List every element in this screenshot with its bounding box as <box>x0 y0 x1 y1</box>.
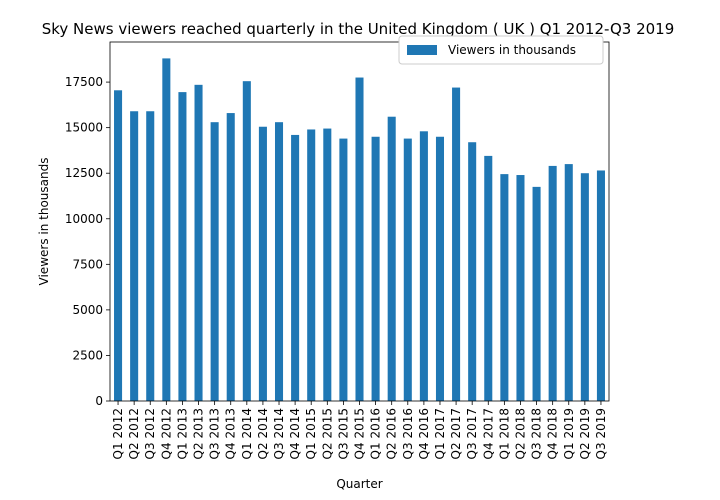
x-tick-label: Q3 2019 <box>594 408 608 459</box>
y-tick-label: 5000 <box>72 303 103 317</box>
bar <box>371 136 380 402</box>
legend: Viewers in thousands <box>398 35 604 65</box>
bar <box>339 138 348 402</box>
bar <box>580 173 589 401</box>
bar <box>403 138 412 402</box>
x-tick-label: Q3 2012 <box>143 408 157 459</box>
bars <box>114 58 605 402</box>
x-tick-label: Q2 2014 <box>256 408 270 459</box>
bar <box>194 84 203 401</box>
bar <box>258 126 267 401</box>
bar <box>452 87 461 401</box>
legend-box <box>398 35 604 65</box>
x-tick-label: Q3 2018 <box>530 408 544 459</box>
x-tick-label: Q1 2014 <box>240 408 254 459</box>
bar <box>307 129 316 401</box>
chart-title: Sky News viewers reached quarterly in th… <box>42 20 675 38</box>
bar <box>130 111 139 402</box>
bar <box>114 90 123 402</box>
x-tick-label: Q1 2015 <box>304 408 318 459</box>
bar <box>323 128 332 401</box>
y-tick-label: 2500 <box>72 348 103 362</box>
bar <box>355 77 364 402</box>
bar <box>226 113 235 401</box>
bar <box>291 134 300 401</box>
x-tick-label: Q3 2017 <box>465 408 479 459</box>
x-tick-label: Q2 2012 <box>127 408 141 459</box>
bar <box>242 81 251 401</box>
x-tick-label: Q4 2015 <box>353 408 367 459</box>
bar <box>596 170 605 401</box>
bar <box>564 164 573 401</box>
x-tick-label: Q4 2012 <box>159 408 173 459</box>
y-tick-label: 7500 <box>72 257 103 271</box>
x-tick-label: Q3 2015 <box>336 408 350 459</box>
x-tick-label: Q1 2016 <box>369 408 383 459</box>
x-tick-label: Q1 2018 <box>497 408 511 459</box>
y-axis-ticks: 0 2500 5000 7500 10000 12500 15000 17500 <box>65 75 110 408</box>
bar <box>387 116 396 402</box>
x-tick-label: Q1 2019 <box>562 408 576 459</box>
y-tick-label: 17500 <box>65 75 103 89</box>
bar <box>210 122 219 401</box>
x-tick-label: Q4 2016 <box>417 408 431 459</box>
y-axis-label: Viewers in thousands <box>37 158 51 286</box>
bar <box>500 174 509 401</box>
bar <box>419 131 428 401</box>
y-tick-label: 12500 <box>65 166 103 180</box>
x-tick-label: Q2 2013 <box>192 408 206 459</box>
bar <box>435 136 445 402</box>
bar <box>548 165 557 401</box>
x-tick-label: Q4 2017 <box>481 408 495 459</box>
x-tick-label: Q1 2012 <box>111 408 125 459</box>
x-tick-label: Q2 2017 <box>449 408 463 459</box>
x-tick-label: Q3 2016 <box>401 408 415 459</box>
bar <box>468 142 477 401</box>
bar <box>484 155 493 401</box>
x-tick-label: Q3 2013 <box>208 408 222 459</box>
x-tick-label: Q1 2017 <box>433 408 447 459</box>
x-tick-label: Q2 2015 <box>320 408 334 459</box>
x-tick-label: Q2 2016 <box>385 408 399 459</box>
bar <box>146 111 155 402</box>
bar <box>516 175 525 401</box>
x-tick-label: Q4 2018 <box>546 408 560 459</box>
x-axis-ticks: Q1 2012 Q2 2012 Q3 2012 Q4 2012 Q1 2013 Q2 20… <box>111 401 608 459</box>
x-axis-label: Quarter <box>336 477 382 491</box>
y-tick-label: 10000 <box>65 212 103 226</box>
x-tick-label: Q4 2013 <box>224 408 238 459</box>
legend-label: Viewers in thousands <box>448 43 576 57</box>
x-tick-label: Q1 2013 <box>175 408 189 459</box>
bar <box>532 186 541 401</box>
bar <box>274 122 284 401</box>
x-tick-label: Q2 2019 <box>578 408 592 459</box>
legend-swatch <box>407 45 437 55</box>
plot-frame <box>109 41 610 402</box>
y-tick-label: 15000 <box>65 121 103 135</box>
x-tick-label: Q2 2018 <box>513 408 527 459</box>
x-tick-label: Q4 2014 <box>288 408 302 459</box>
bar <box>162 58 171 402</box>
x-tick-label: Q3 2014 <box>272 408 286 459</box>
y-tick-label: 0 <box>95 394 103 408</box>
bar <box>178 92 187 402</box>
